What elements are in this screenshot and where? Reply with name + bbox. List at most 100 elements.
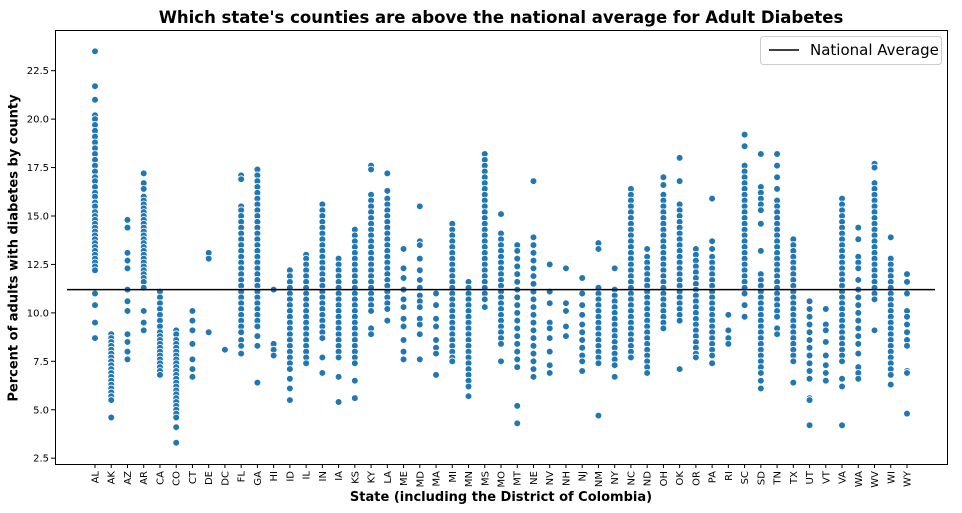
data-point [545, 361, 554, 369]
data-point [415, 202, 424, 211]
x-tick-label: MO [497, 471, 508, 488]
data-point [513, 363, 522, 371]
data-point [805, 312, 814, 321]
data-point [773, 161, 781, 170]
y-tick-label: 10.0 [27, 308, 49, 319]
data-point [188, 316, 197, 325]
x-tick-label: WY [903, 470, 914, 487]
x-tick-label: IA [334, 471, 345, 481]
data-point [464, 382, 473, 391]
data-point [562, 299, 570, 307]
y-tick-label: 2.5 [33, 454, 49, 465]
data-point [529, 349, 538, 358]
data-point [708, 351, 716, 360]
x-tick-label: ME [399, 471, 410, 486]
data-point [821, 369, 830, 377]
data-point [724, 326, 733, 335]
data-point [497, 210, 505, 218]
data-point [659, 324, 668, 333]
data-point [529, 357, 538, 366]
data-point [513, 293, 522, 302]
data-point [513, 301, 522, 309]
data-point [675, 365, 684, 373]
data-point [805, 343, 814, 352]
data-point [383, 187, 392, 195]
y-tick-label: 5.0 [33, 405, 49, 416]
x-tick-label: WA [854, 471, 865, 487]
x-tick-label: ID [285, 471, 296, 482]
data-point [903, 278, 911, 286]
data-point [805, 421, 814, 430]
data-point [367, 165, 375, 174]
data-point [903, 270, 911, 278]
data-point [188, 373, 197, 381]
data-point [139, 307, 148, 315]
data-point [123, 330, 132, 338]
data-point [740, 301, 749, 309]
x-tick-label: MD [415, 471, 426, 488]
data-point [334, 398, 343, 406]
data-point [188, 307, 197, 315]
data-point [870, 326, 879, 335]
data-point [253, 378, 262, 387]
data-point [805, 305, 814, 313]
data-point [805, 297, 814, 306]
x-tick-label: UT [805, 470, 816, 484]
x-tick-label: MA [432, 471, 443, 487]
data-point [708, 245, 716, 253]
data-point [188, 365, 197, 373]
data-point [529, 373, 538, 381]
data-point [513, 419, 522, 428]
data-point [351, 376, 359, 385]
data-point [757, 150, 765, 158]
data-point [480, 303, 489, 311]
data-point [854, 316, 863, 325]
data-point [432, 349, 440, 358]
data-point [513, 309, 522, 317]
data-point [545, 334, 554, 342]
data-point [740, 142, 749, 151]
data-point [643, 369, 651, 377]
data-point [870, 295, 879, 304]
data-point [139, 318, 148, 327]
x-axis-ticks: AL AK AZ AR CA CO CT DE DC FL GA HI ID IL IN IA KS KY LA ME… [91, 464, 914, 488]
data-point [562, 307, 570, 315]
data-point [610, 373, 619, 381]
data-point [91, 47, 99, 56]
data-point [854, 349, 863, 358]
data-point [91, 266, 99, 275]
data-point [903, 289, 911, 298]
data-point [529, 233, 538, 242]
chart-title: Which state's counties are above the nat… [158, 8, 844, 27]
data-point [253, 322, 262, 331]
x-tick-label: KY [367, 470, 378, 483]
data-point [529, 280, 538, 288]
data-point [643, 245, 651, 253]
x-tick-label: MT [513, 470, 524, 486]
data-point [903, 320, 911, 329]
data-point [854, 324, 863, 333]
data-point [854, 264, 863, 273]
data-point [529, 334, 538, 342]
x-tick-label: AZ [123, 471, 134, 485]
data-point [188, 326, 197, 335]
data-point [204, 328, 213, 337]
data-point [789, 357, 798, 366]
x-tick-label: IL [302, 471, 313, 480]
data-point [854, 293, 863, 302]
data-point [675, 316, 684, 325]
data-point [578, 357, 586, 366]
x-tick-label: RI [724, 471, 735, 481]
x-tick-label: HI [269, 471, 280, 481]
data-point [529, 249, 538, 257]
data-point [513, 324, 522, 333]
data-point [903, 409, 911, 418]
x-tick-label: AK [107, 471, 118, 485]
y-tick-label: 22.5 [27, 66, 49, 77]
data-point [805, 359, 814, 368]
data-point [123, 355, 132, 364]
data-point [237, 328, 245, 337]
data-point [91, 289, 99, 298]
data-point [399, 314, 408, 323]
data-point [562, 332, 570, 340]
